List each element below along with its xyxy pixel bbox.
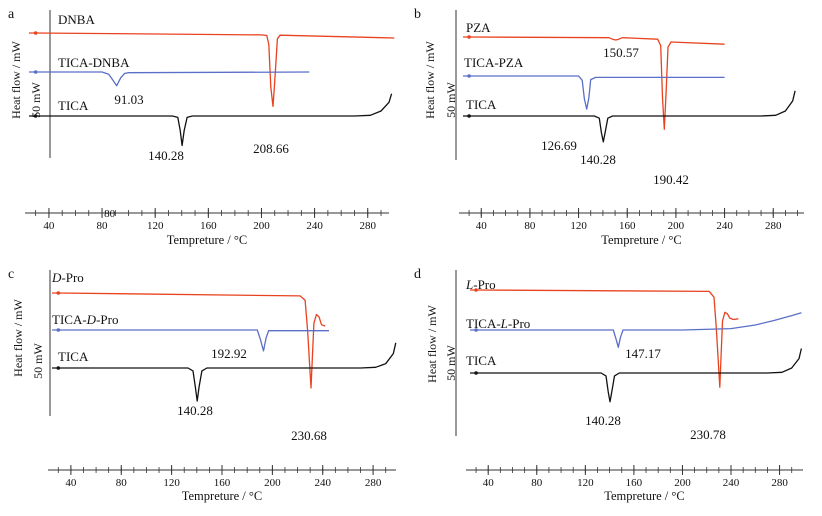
series-line bbox=[463, 36, 725, 130]
panel-label: b bbox=[414, 7, 421, 22]
series-start-marker bbox=[56, 328, 61, 332]
x-tick-label: 80 bbox=[531, 477, 543, 489]
x-axis-label: Tempreture / °C bbox=[601, 233, 682, 247]
peak-label: 140.28 bbox=[177, 403, 213, 418]
x-tick-label: 200 bbox=[264, 477, 281, 489]
x-tick-label: 200 bbox=[668, 220, 685, 232]
series-line bbox=[52, 342, 397, 402]
series-line bbox=[29, 93, 393, 147]
series-label: TICA-D-Pro bbox=[52, 312, 118, 327]
peak-label: 140.28 bbox=[580, 152, 616, 167]
peak-label: 230.78 bbox=[690, 427, 726, 442]
x-axis-label: Tempreture / °C bbox=[604, 489, 685, 503]
x-tick-label: 200 bbox=[674, 477, 691, 489]
scale-bar-label: 50 mW bbox=[444, 345, 458, 381]
series-line bbox=[470, 312, 802, 348]
x-tick-label: 40 bbox=[43, 220, 55, 232]
peak-label: 91.03 bbox=[114, 92, 143, 107]
x-tick-label: 40 bbox=[483, 477, 495, 489]
x-tick-label: 160 bbox=[619, 220, 636, 232]
series-label: PZA bbox=[466, 20, 491, 35]
series-line bbox=[52, 329, 329, 352]
panel-c: c Heat flow / mW 50 mW 40 80 120 160 200 240 280 T… bbox=[8, 267, 397, 503]
series-label: TICA-PZA bbox=[464, 55, 524, 70]
series-label: TICA bbox=[58, 349, 89, 364]
x-tick-label: 40 bbox=[476, 220, 488, 232]
series-label: TICA-DNBA bbox=[58, 55, 130, 70]
series-label: TICA bbox=[466, 353, 497, 368]
x-tick-label: 280 bbox=[365, 477, 382, 489]
panel-label: c bbox=[8, 267, 14, 282]
x-tick-label: 280 bbox=[359, 220, 376, 232]
series-start-marker bbox=[474, 288, 478, 292]
series-start-marker bbox=[467, 74, 471, 78]
y-axis-label: Heat flow / mW bbox=[11, 299, 25, 377]
series-label: D-Pro bbox=[51, 270, 84, 285]
peak-label: 140.28 bbox=[148, 148, 184, 163]
y-axis-label: Heat flow / mW bbox=[425, 305, 439, 383]
series-start-marker bbox=[467, 35, 471, 39]
x-tick-label: 160 bbox=[200, 220, 217, 232]
scale-bar-label: 50 mW bbox=[444, 82, 458, 118]
peak-label: 190.42 bbox=[653, 172, 689, 187]
peak-label: 150.57 bbox=[603, 45, 639, 60]
scale-bar-label: 50 mW bbox=[29, 82, 43, 118]
peak-label: 192.92 bbox=[211, 346, 247, 361]
series-label: DNBA bbox=[58, 12, 95, 27]
scale-bar-label: 50 mW bbox=[31, 343, 45, 379]
series-start-marker bbox=[56, 366, 61, 370]
x-tick-label: 240 bbox=[314, 477, 331, 489]
x-tick-label: 80 bbox=[97, 220, 109, 232]
x-tick-label: 80 bbox=[524, 220, 536, 232]
x-axis-label: Tempreture / °C bbox=[182, 489, 263, 503]
peak-label: 140.28 bbox=[585, 413, 621, 428]
series-line bbox=[29, 32, 395, 108]
series-start-marker bbox=[33, 114, 38, 118]
y-axis-label: Heat flow / mW bbox=[9, 41, 23, 119]
peak-label: 126.69 bbox=[541, 138, 577, 153]
x-tick-label: 280 bbox=[771, 477, 788, 489]
series-label: TICA bbox=[466, 97, 497, 112]
x-tick-label: 200 bbox=[253, 220, 270, 232]
series-start-marker bbox=[56, 291, 61, 295]
x-tick-label: 160 bbox=[214, 477, 231, 489]
panel-a: a Heat flow / mW 50 mW 40 80 120 160 200 240 280 8… bbox=[8, 7, 395, 247]
x-tick-label: 240 bbox=[723, 477, 740, 489]
series-label: TICA-L-Pro bbox=[466, 316, 530, 331]
series-line bbox=[29, 71, 310, 87]
x-tick-label: 40 bbox=[65, 477, 77, 489]
panel-b: b Heat flow / mW 50 mW 40 80 120 160 200 240 280 T… bbox=[414, 7, 804, 247]
x-tick-label: 240 bbox=[306, 220, 323, 232]
peak-label: 147.17 bbox=[625, 346, 661, 361]
x-tick-label: 80 bbox=[116, 477, 128, 489]
series-start-marker bbox=[474, 371, 478, 375]
peak-label: 208.66 bbox=[253, 141, 289, 156]
x-tick-label: 160 bbox=[626, 477, 643, 489]
series-start-marker bbox=[33, 70, 38, 74]
series-line bbox=[470, 289, 739, 388]
series-label: TICA bbox=[58, 98, 89, 113]
x-tick-label: 120 bbox=[570, 220, 587, 232]
series-line bbox=[463, 75, 725, 110]
series-line bbox=[52, 292, 326, 389]
y-axis-label: Heat flow / mW bbox=[423, 41, 437, 119]
panel-d: d Heat flow / mW 50 mW 40 80 120 160 200 240 280 T… bbox=[414, 267, 803, 503]
x-tick-label-overlap: 80 bbox=[104, 208, 116, 220]
x-tick-label: 120 bbox=[147, 220, 164, 232]
series-line bbox=[463, 90, 796, 143]
peak-label: 230.68 bbox=[291, 428, 327, 443]
x-tick-label: 240 bbox=[716, 220, 733, 232]
series-label: L-Pro bbox=[465, 277, 496, 292]
x-tick-label: 120 bbox=[577, 477, 594, 489]
series-start-marker bbox=[474, 328, 478, 332]
series-start-marker bbox=[33, 31, 38, 35]
x-tick-label: 280 bbox=[765, 220, 782, 232]
x-tick-label: 120 bbox=[163, 477, 180, 489]
series-start-marker bbox=[467, 114, 471, 118]
series-line bbox=[470, 348, 803, 403]
panel-label: d bbox=[414, 267, 421, 282]
panel-label: a bbox=[8, 7, 15, 22]
x-axis-label: Tempreture / °C bbox=[167, 233, 248, 247]
